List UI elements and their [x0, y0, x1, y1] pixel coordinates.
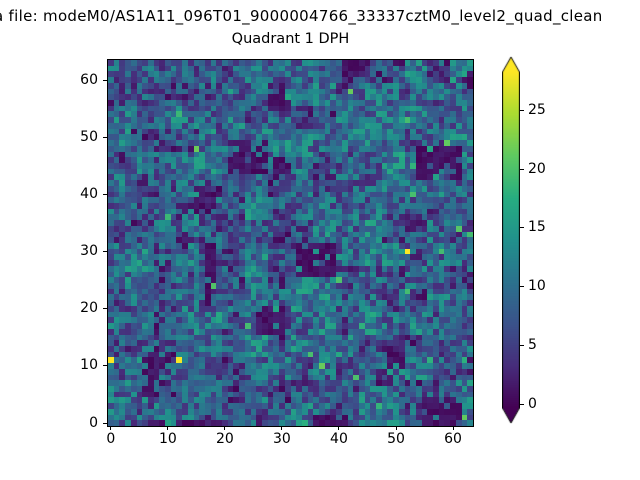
colorbar-tick-mark: [520, 403, 524, 405]
x-tick-mark: [395, 426, 397, 430]
y-tick-label: 30: [80, 243, 98, 260]
y-tick-label: 20: [80, 300, 98, 317]
y-tick-mark: [103, 251, 107, 253]
heatmap-image: [108, 60, 473, 426]
colorbar-tick-mark: [520, 227, 524, 229]
figure-suptitle: a file: modeM0/AS1A11_096T01_9000004766_…: [0, 7, 603, 25]
y-tick-label: 50: [80, 128, 98, 145]
x-tick-label: 60: [444, 431, 462, 447]
x-tick-mark: [224, 426, 226, 430]
x-tick-label: 0: [106, 431, 116, 447]
y-tick-mark: [103, 365, 107, 367]
x-tick-label: 20: [215, 431, 234, 447]
y-tick-mark: [103, 79, 107, 81]
x-tick-mark: [452, 426, 454, 430]
colorbar-tick-label: 0: [528, 395, 537, 412]
colorbar-tick-label: 25: [528, 102, 546, 118]
x-tick-mark: [167, 426, 169, 430]
x-tick-label: 40: [330, 431, 348, 447]
y-tick-mark: [103, 193, 107, 195]
colorbar-tick-mark: [520, 110, 524, 111]
x-tick-label: 50: [387, 431, 405, 447]
colorbar-tick-label: 20: [528, 160, 546, 177]
colorbar-tick-mark: [520, 286, 524, 288]
x-tick-mark: [110, 426, 112, 430]
y-tick-mark: [103, 422, 107, 424]
colorbar-tick-mark: [520, 344, 524, 346]
x-tick-mark: [281, 426, 283, 430]
colorbar: [502, 56, 520, 424]
colorbar-tick-label: 15: [528, 219, 546, 236]
y-tick-label: 60: [80, 71, 98, 88]
y-tick-label: 0: [89, 414, 98, 431]
y-tick-label: 40: [80, 185, 98, 202]
colorbar-tick-mark: [520, 168, 524, 170]
y-tick-mark: [103, 308, 107, 310]
x-tick-label: 10: [158, 431, 177, 447]
x-tick-mark: [338, 426, 340, 430]
colorbar-tick-label: 10: [528, 278, 546, 295]
y-tick-mark: [103, 136, 107, 138]
heatmap-axes: [107, 59, 474, 427]
colorbar-tick-label: 5: [528, 336, 537, 353]
axes-title: Quadrant 1 DPH: [231, 31, 350, 47]
x-tick-label: 30: [273, 431, 291, 447]
y-tick-label: 10: [80, 357, 98, 374]
